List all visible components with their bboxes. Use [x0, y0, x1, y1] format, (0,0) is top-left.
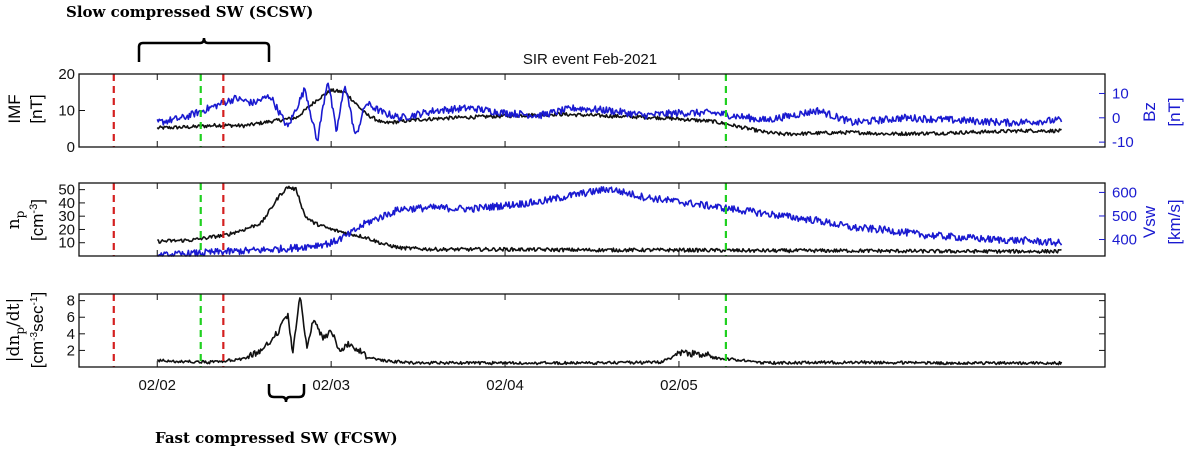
y-tick-label-left: 20 — [58, 221, 75, 238]
x-tick-label: 02/03 — [312, 377, 350, 394]
y-tick-label-right: 0 — [1112, 110, 1120, 127]
y-tick-label-left: 6 — [67, 309, 75, 326]
y-tick-label-right: 10 — [1112, 85, 1129, 102]
ylabel-bz-unit: [nT] — [1165, 97, 1184, 126]
x-tick-label: 02/02 — [138, 377, 176, 394]
panel-frame — [78, 293, 1106, 368]
ylabel-np: np — [4, 210, 27, 229]
y-tick-label-left: 30 — [58, 208, 75, 225]
series-line-black — [156, 297, 1063, 366]
y-tick-label-left: 8 — [67, 293, 75, 310]
panel-frame — [78, 182, 1106, 257]
ylabel-bz: Bz — [1140, 102, 1159, 122]
ylabel-imf: IMF — [5, 94, 24, 123]
annotation-fast-compressed-sw: Fast compressed SW (FCSW) — [155, 429, 398, 447]
y-tick-label-left: 0 — [67, 139, 75, 156]
y-tick-label-left: 2 — [67, 342, 75, 359]
y-tick-label-right: 500 — [1112, 208, 1137, 225]
scsw-brace — [137, 37, 271, 62]
panel-imf-bz: 0 10 20 -10 0 10 — [58, 66, 1133, 156]
y-tick-label-left: 40 — [58, 195, 75, 212]
ylabel-dnp-dt: |dnp/dt| — [4, 298, 27, 362]
y-tick-label-left: 50 — [58, 182, 75, 199]
series-line-blue — [156, 82, 1063, 142]
series-line-blue — [157, 186, 1063, 257]
y-tick-label-left: 20 — [58, 66, 75, 83]
ylabel-dnp-dt-unit: [cm-3sec-1] — [28, 292, 47, 368]
ylabel-imf-unit: [nT] — [27, 94, 46, 123]
ylabel-vsw: Vsw — [1140, 205, 1159, 238]
x-tick-label: 02/04 — [486, 377, 524, 394]
y-tick-label-right: -10 — [1112, 134, 1134, 151]
y-tick-label-left: 4 — [67, 326, 75, 343]
annotation-slow-compressed-sw: Slow compressed SW (SCSW) — [66, 3, 313, 21]
fcsw-brace — [267, 384, 306, 403]
x-tick-label: 02/05 — [660, 377, 698, 394]
chart-title: SIR event Feb-2021 — [523, 51, 657, 68]
y-tick-label-left: 10 — [58, 235, 75, 252]
ylabel-vsw-unit: [km/s] — [1165, 199, 1184, 244]
series-line-black — [157, 185, 1062, 254]
x-tick-labels: 02/02 02/03 02/04 02/05 — [138, 377, 697, 394]
y-tick-label-right: 600 — [1112, 184, 1137, 201]
series-line-black — [156, 88, 1062, 137]
y-tick-label-right: 400 — [1112, 232, 1137, 249]
y-tick-label-left: 10 — [58, 103, 75, 120]
ylabel-np-unit: [cm-3] — [28, 199, 47, 241]
